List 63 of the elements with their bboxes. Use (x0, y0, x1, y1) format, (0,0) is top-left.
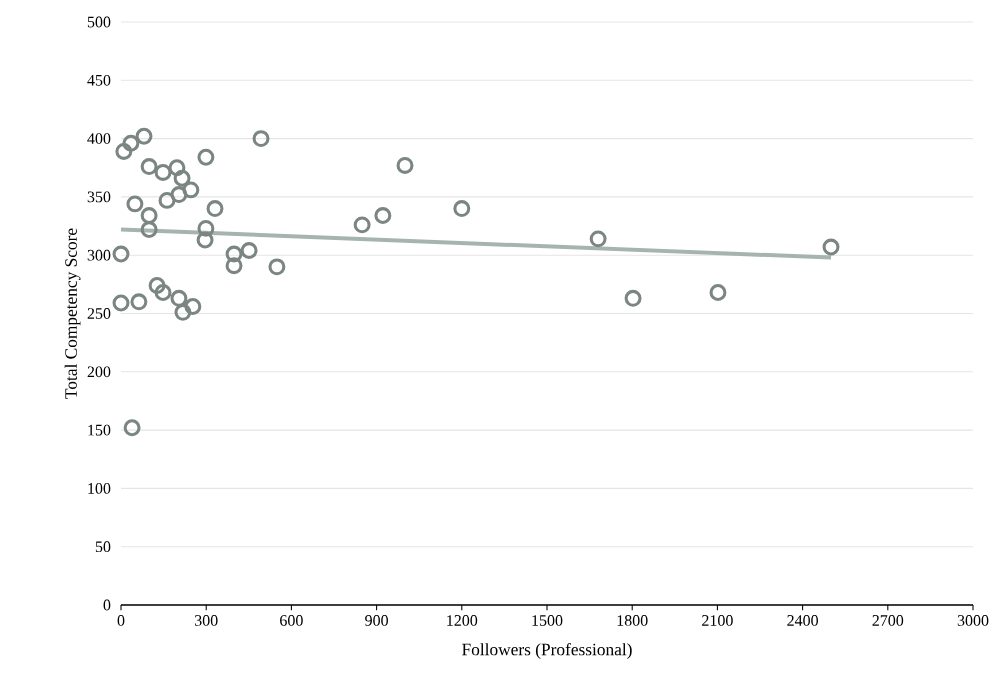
point (126, 195, 144, 213)
point (225, 245, 243, 263)
point (268, 258, 286, 276)
point (184, 298, 202, 315)
y-tick-label: 450 (87, 74, 111, 86)
point (122, 134, 140, 152)
y-tick-label: 200 (87, 366, 111, 378)
x-tick-label: 1200 (447, 615, 478, 626)
point (112, 245, 130, 263)
point (170, 186, 188, 204)
point (709, 284, 727, 301)
point (453, 200, 471, 218)
x-tick-label: 600 (280, 615, 303, 626)
point (148, 277, 166, 294)
x-tick-label: 2100 (702, 615, 733, 626)
x-tick-label: 2400 (787, 615, 818, 626)
point (158, 191, 176, 209)
point (112, 294, 130, 312)
point (154, 163, 172, 181)
x-tick-label: 1500 (532, 615, 563, 626)
point (140, 207, 158, 225)
y-tick-label: 350 (87, 191, 111, 203)
point (154, 284, 172, 301)
point (140, 221, 158, 239)
point (170, 289, 188, 307)
point (123, 419, 141, 437)
y-axis-title: Total Competency Score (64, 228, 81, 399)
point (135, 127, 153, 145)
x-tick-label: 300 (194, 615, 218, 626)
point (174, 303, 192, 321)
y-tick-label: 100 (88, 483, 111, 494)
y-tick-label: 300 (87, 249, 111, 261)
point (225, 257, 243, 275)
x-tick-label: 3000 (957, 615, 989, 626)
point (173, 169, 191, 187)
point (197, 219, 215, 237)
point (130, 293, 148, 311)
x-tick-label: 2700 (872, 615, 904, 626)
y-tick-label: 50 (95, 541, 111, 553)
point (168, 159, 186, 177)
point (197, 148, 215, 166)
point (589, 230, 607, 248)
point (240, 242, 258, 260)
point (252, 130, 270, 148)
point (396, 156, 414, 174)
x-tick-label: 900 (365, 615, 388, 626)
point (822, 238, 840, 256)
x-axis-title: Followers (Professional) (462, 642, 632, 659)
point (115, 142, 133, 160)
y-tick-label: 0 (103, 599, 111, 611)
y-tick-label: 400 (87, 133, 111, 144)
point (624, 289, 642, 307)
point (182, 181, 200, 199)
y-tick-label: 500 (87, 16, 111, 28)
y-tick-label: 250 (87, 308, 111, 319)
x-tick-label: 1800 (617, 615, 648, 626)
point (353, 216, 371, 234)
y-tick-label: 150 (88, 424, 111, 436)
point (206, 200, 224, 218)
x-tick-label: 0 (117, 615, 125, 626)
point (140, 158, 158, 176)
point (374, 207, 392, 225)
point (196, 231, 214, 249)
